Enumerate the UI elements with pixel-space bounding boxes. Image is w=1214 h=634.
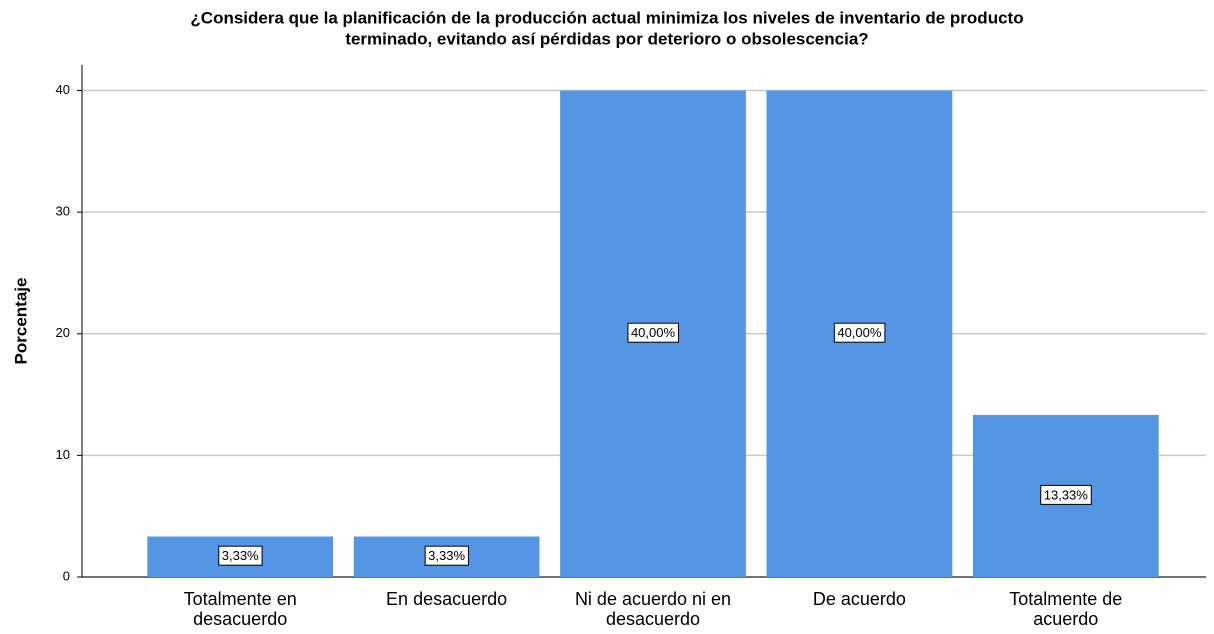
x-tick-label: En desacuerdo [386, 589, 508, 609]
x-tick-label: Ni de acuerdo ni en desacuerdo [574, 589, 732, 629]
x-tick-label: Totalmente de acuerdo [1009, 589, 1123, 629]
chart-title: terminado, evitando así pérdidas por det… [345, 29, 868, 48]
data-label: 40,00% [631, 325, 676, 340]
data-label-box [1040, 484, 1092, 505]
data-label-box [833, 322, 886, 343]
y-tick-label: 40 [56, 82, 70, 97]
y-tick-label: 10 [56, 447, 70, 462]
y-tick-label: 20 [56, 325, 70, 340]
data-label: 3,33% [222, 548, 259, 563]
y-tick-label: 30 [56, 204, 70, 219]
data-label-box [627, 322, 679, 343]
x-tick-label: De acuerdo [812, 589, 906, 609]
y-axis-label: Porcentaje [11, 278, 30, 365]
y-tick-label: 0 [63, 568, 70, 583]
data-label-box [424, 545, 469, 566]
chart-title: ¿Considera que la planificación de la pr… [190, 8, 1023, 27]
data-label-box [218, 545, 263, 566]
data-label: 3,33% [428, 548, 465, 563]
x-tick-label: Totalmente en desacuerdo [183, 589, 297, 629]
data-label: 40,00% [837, 325, 882, 340]
data-label: 13,33% [1044, 487, 1089, 502]
